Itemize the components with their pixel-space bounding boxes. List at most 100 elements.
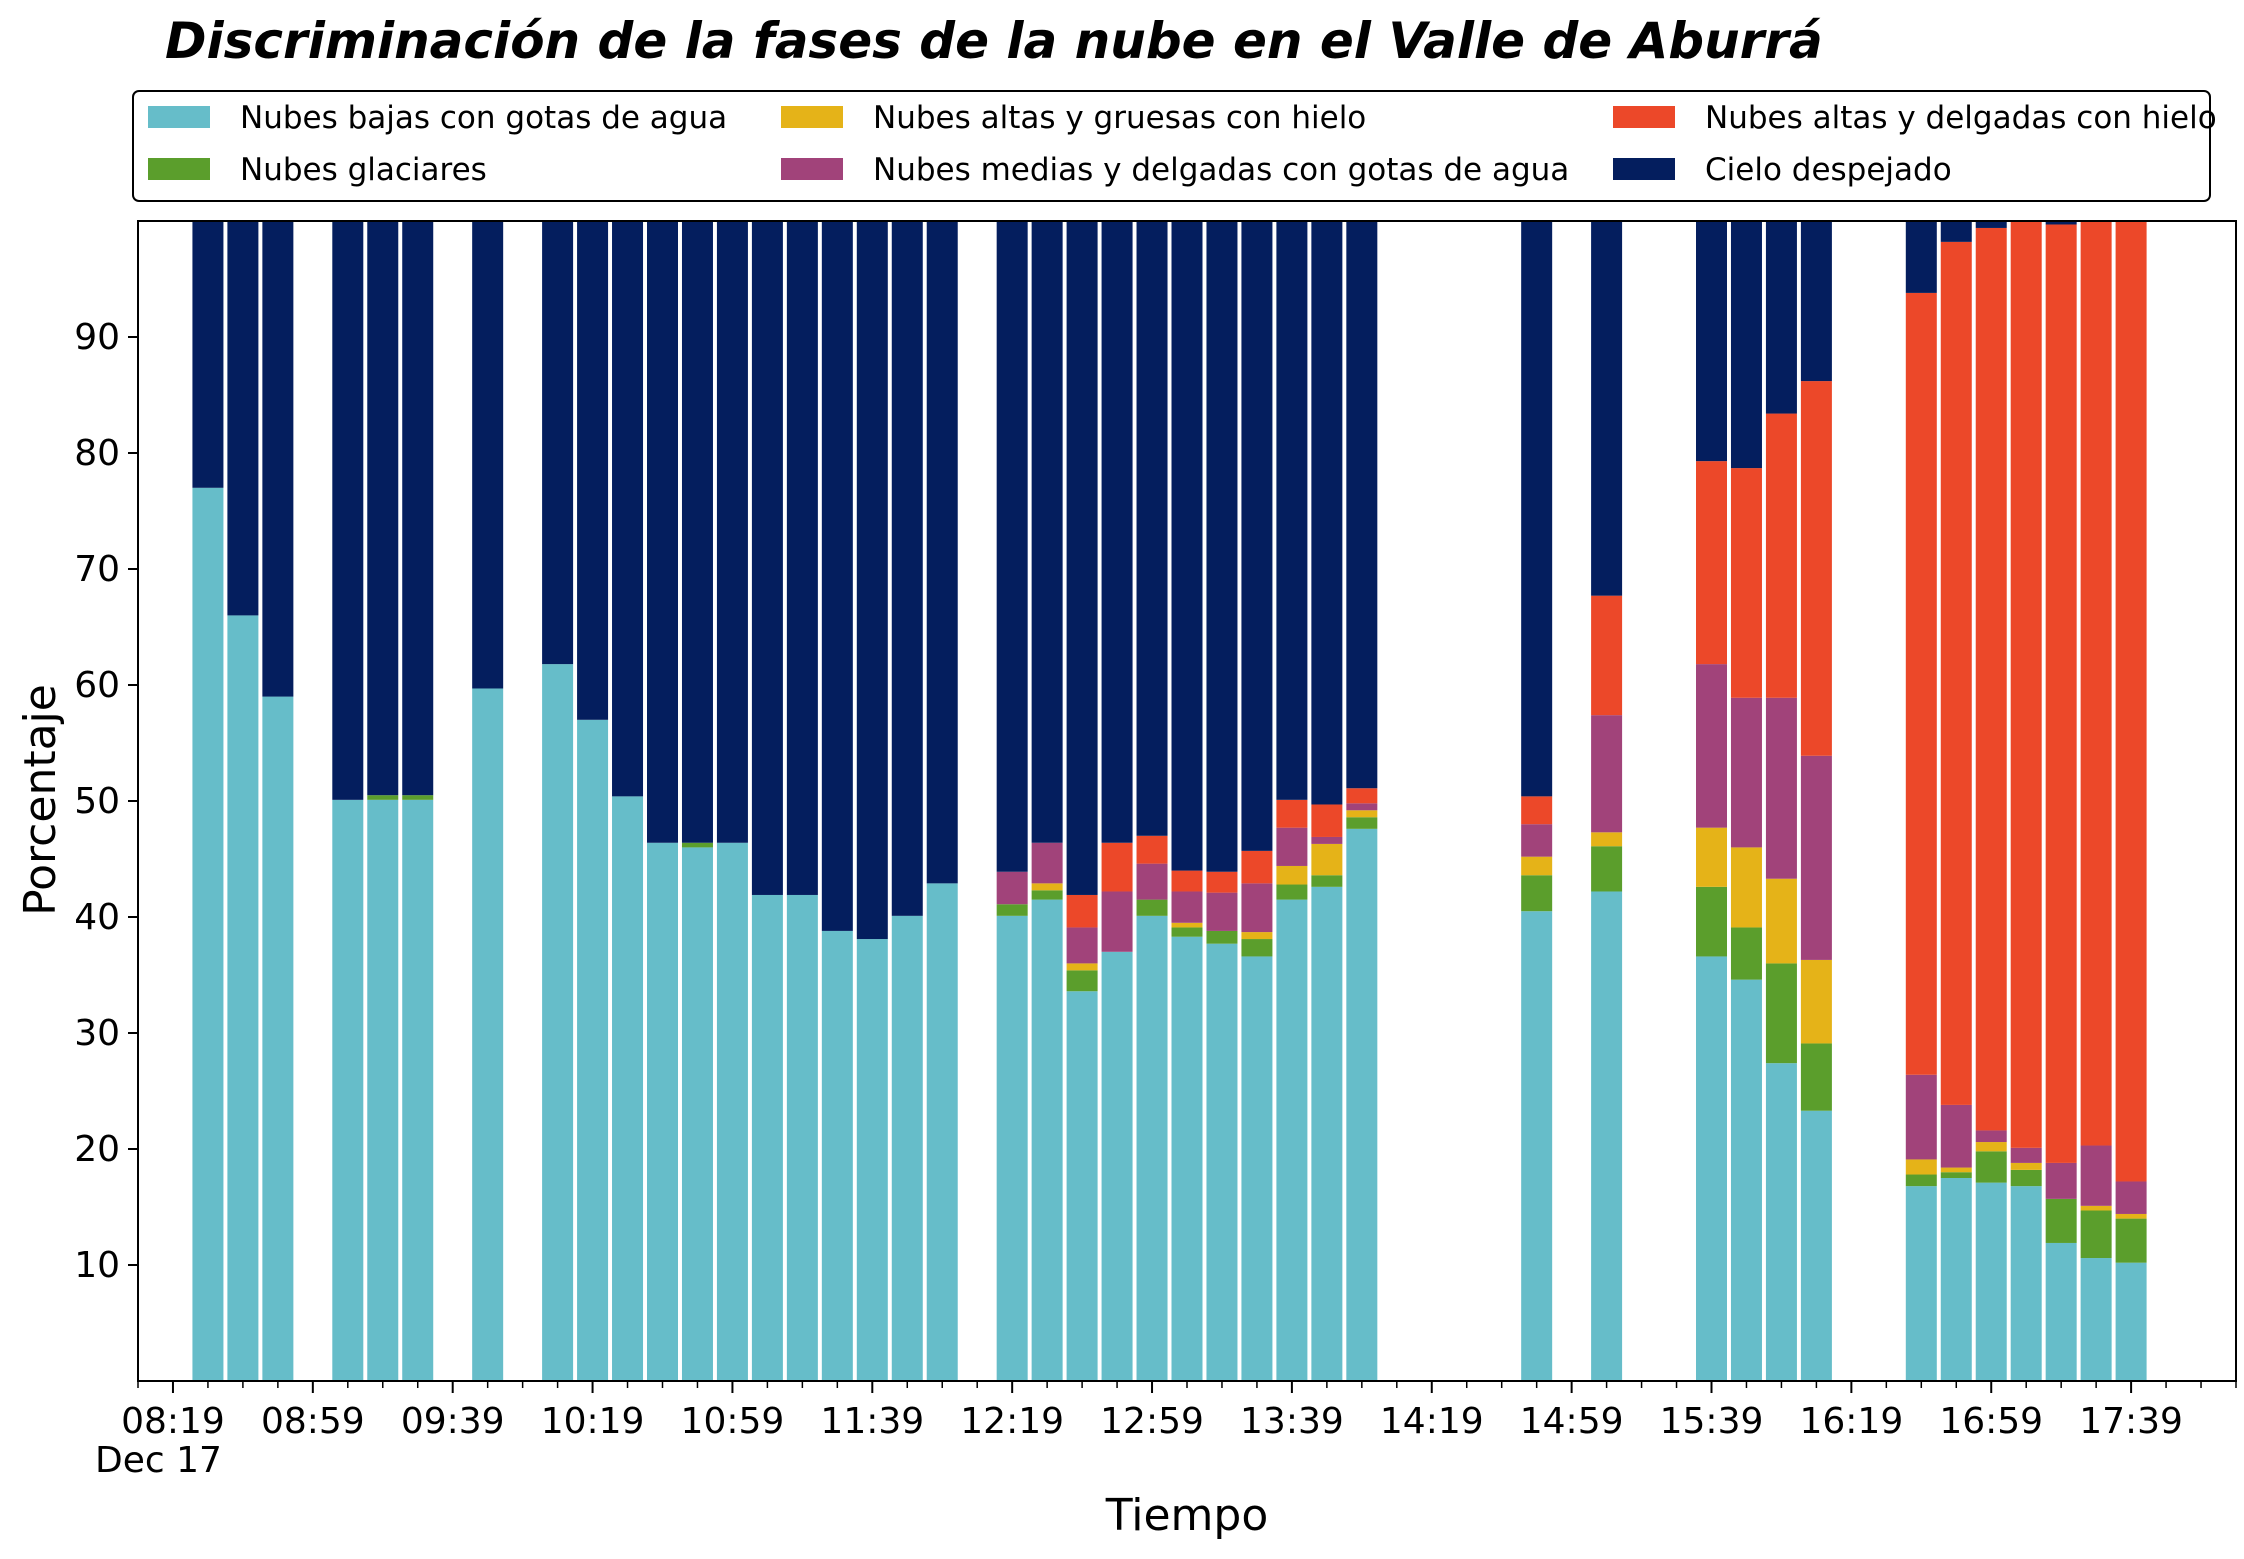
bar-segment-32-4 <box>1696 461 1727 665</box>
y-axis: 10 20 30 40 50 60 70 80 90 <box>74 317 138 1286</box>
bar-segment-23-4 <box>1136 835 1168 864</box>
bar-segment-29-1 <box>1346 817 1378 829</box>
bar-segment-33-4 <box>1730 468 1762 698</box>
bar-segment-25-3 <box>1206 892 1238 931</box>
bar-segment-31-3 <box>1591 715 1623 833</box>
bar-segment-26-3 <box>1241 883 1273 933</box>
bar-segment-25-5 <box>1206 221 1238 872</box>
bar-segment-40-1 <box>2045 1198 2077 1243</box>
x-tick-label-10: 14:59 <box>1520 1401 1624 1442</box>
bar-segment-42-0 <box>2115 1262 2147 1381</box>
bar-segment-28-2 <box>1311 843 1343 876</box>
bar-segment-34-2 <box>1765 878 1797 964</box>
legend-label-2: Nubes altas y gruesas con hielo <box>873 100 1366 136</box>
bar-segment-39-3 <box>2010 1147 2042 1163</box>
bar-segment-37-5 <box>1940 221 1972 242</box>
bar-segment-23-3 <box>1136 863 1168 900</box>
bar-segment-9-0 <box>612 796 644 1381</box>
bar-segment-4-5 <box>367 221 399 796</box>
bar-segment-5-0 <box>402 799 434 1381</box>
bar-segment-27-5 <box>1276 221 1308 800</box>
bar-segment-16-0 <box>856 939 888 1381</box>
bar-segment-21-0 <box>1066 991 1098 1381</box>
bar-segment-5-1 <box>402 795 434 800</box>
bar-segment-25-4 <box>1206 871 1238 893</box>
bar-segment-15-0 <box>821 930 853 1381</box>
legend-label-4: Nubes altas y delgadas con hielo <box>1705 100 2217 136</box>
bar-segment-20-1 <box>1031 890 1063 900</box>
bar-segment-12-0 <box>716 842 748 1381</box>
bar-segment-13-5 <box>751 221 783 895</box>
bar-segment-33-3 <box>1730 697 1762 848</box>
bar-segment-11-1 <box>681 842 713 848</box>
x-tick-label-12: 16:19 <box>1799 1401 1903 1442</box>
bar-segment-36-5 <box>1905 221 1937 293</box>
x-tick-label-2: 09:39 <box>401 1401 505 1442</box>
bar-segment-0-5 <box>192 221 224 488</box>
bar-segment-22-4 <box>1101 842 1133 892</box>
bar-segment-30-5 <box>1521 221 1553 797</box>
bar-segment-41-1 <box>2080 1210 2112 1259</box>
bar-segment-40-4 <box>2045 224 2077 1163</box>
bar-segment-30-0 <box>1521 911 1553 1381</box>
bar-segment-33-0 <box>1730 979 1762 1381</box>
bar-segment-28-0 <box>1311 886 1343 1381</box>
bar-segment-26-1 <box>1241 939 1273 957</box>
bar-segment-26-4 <box>1241 850 1273 884</box>
bar-segment-24-1 <box>1171 927 1203 937</box>
bar-segment-11-5 <box>681 221 713 843</box>
bar-segment-10-0 <box>647 842 678 1381</box>
bar-segment-32-0 <box>1696 956 1727 1381</box>
bar-segment-32-5 <box>1696 221 1727 462</box>
bar-segment-32-2 <box>1696 827 1727 887</box>
bar-segment-16-5 <box>856 221 888 940</box>
bar-segment-29-3 <box>1346 803 1378 811</box>
bar-segment-34-3 <box>1765 697 1797 879</box>
bar-segment-24-0 <box>1171 936 1203 1381</box>
legend-swatch-0 <box>148 106 210 128</box>
legend-label-3: Nubes medias y delgadas con gotas de agu… <box>873 152 1569 188</box>
x-tick-label-1: 08:59 <box>261 1401 365 1442</box>
y-axis-label: Porcentaje <box>15 684 66 916</box>
bar-segment-0-0 <box>192 487 224 1381</box>
bar-segment-15-5 <box>821 221 853 931</box>
bar-segment-21-2 <box>1066 963 1098 971</box>
x-tick-label-13: 16:59 <box>1939 1401 2043 1442</box>
bar-segment-29-4 <box>1346 788 1378 804</box>
bars-layer <box>192 221 2147 1381</box>
x-axis-date-label: Dec 17 <box>95 1440 222 1481</box>
bar-segment-42-2 <box>2115 1213 2147 1219</box>
bar-segment-2-5 <box>262 221 294 697</box>
bar-segment-41-4 <box>2080 221 2112 1146</box>
bar-segment-27-0 <box>1276 899 1308 1381</box>
bar-segment-24-3 <box>1171 891 1203 923</box>
bar-segment-36-0 <box>1905 1186 1937 1381</box>
bar-segment-37-2 <box>1940 1167 1972 1173</box>
bar-segment-25-0 <box>1206 943 1238 1381</box>
bar-segment-28-4 <box>1311 804 1343 837</box>
bar-segment-5-5 <box>402 221 434 796</box>
bar-segment-31-1 <box>1591 846 1623 892</box>
bar-segment-30-1 <box>1521 875 1553 912</box>
x-tick-label-7: 12:59 <box>1100 1401 1204 1442</box>
x-axis-label: Tiempo <box>1105 1490 1269 1541</box>
bar-segment-20-5 <box>1031 221 1063 843</box>
bar-segment-6-0 <box>472 688 504 1381</box>
bar-segment-42-3 <box>2115 1181 2147 1214</box>
bar-segment-1-0 <box>227 615 259 1381</box>
x-axis: 08:19 08:59 09:39 10:19 10:59 11:39 12:19 12:59… <box>121 1381 2237 1442</box>
x-tick-label-0: 08:19 <box>121 1401 225 1442</box>
bar-segment-27-1 <box>1276 884 1308 900</box>
bar-segment-36-4 <box>1905 292 1937 1075</box>
bar-segment-19-1 <box>996 904 1028 916</box>
bar-segment-1-5 <box>227 221 259 616</box>
bar-segment-40-5 <box>2045 221 2077 225</box>
bar-segment-28-1 <box>1311 875 1343 887</box>
bar-segment-17-5 <box>891 221 923 916</box>
bar-segment-35-3 <box>1800 755 1832 960</box>
bar-segment-28-3 <box>1311 836 1343 844</box>
bar-segment-19-0 <box>996 915 1028 1381</box>
bar-segment-23-0 <box>1136 915 1168 1381</box>
bar-segment-26-2 <box>1241 932 1273 940</box>
bar-segment-34-5 <box>1765 221 1797 414</box>
